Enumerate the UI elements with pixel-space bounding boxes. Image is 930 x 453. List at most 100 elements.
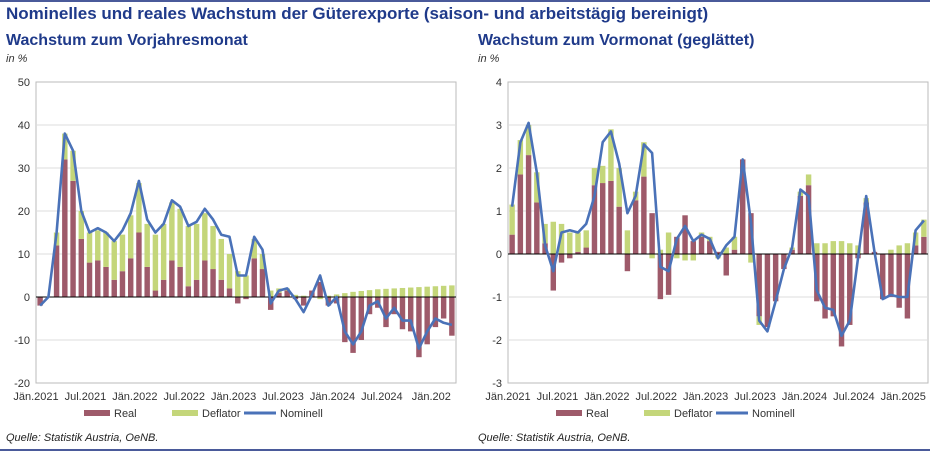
bar-real-left	[317, 281, 323, 297]
bar-deflator-right	[830, 241, 837, 254]
bar-deflator-left	[119, 234, 126, 272]
line-nominell-right	[510, 121, 925, 338]
bar-real-left	[185, 286, 192, 297]
x-tick-label-right: Jul.2022	[635, 391, 677, 403]
bar-real-right	[863, 202, 869, 254]
bar-deflator-left	[218, 238, 225, 280]
bar-deflator-right	[616, 168, 622, 207]
y-tick-label-right: 3	[496, 120, 502, 132]
bar-real-left	[169, 260, 175, 297]
bar-real-right	[575, 251, 581, 254]
x-tick-label-left: Jul.2023	[262, 391, 304, 403]
bar-deflator-right	[641, 142, 647, 177]
legend-swatch-deflator-right	[644, 410, 670, 416]
chart-panel-left: Wachstum zum Vorjahresmonat in % -20 -10 0…	[0, 30, 462, 448]
bar-real-left	[218, 279, 225, 297]
bar-deflator-left	[177, 208, 183, 267]
x-tick-label-right: Jän.2024	[782, 391, 827, 403]
x-tick-label-left: Jul.2021	[65, 391, 107, 403]
x-tick-label-right: Jul.2021	[537, 391, 579, 403]
bar-real-right	[599, 183, 606, 254]
bar-real-right	[583, 247, 589, 254]
bar-deflator-right	[731, 236, 738, 250]
bar-deflator-right	[805, 174, 812, 186]
bar-deflator-left	[243, 275, 249, 297]
bar-deflator-left	[432, 286, 439, 297]
bar-real-left	[78, 238, 85, 297]
bar-deflator-left	[136, 183, 142, 233]
y-tick-label-right: -2	[492, 335, 502, 347]
bar-deflator-right	[682, 254, 688, 261]
bar-real-right	[904, 254, 911, 319]
bar-deflator-left	[210, 226, 216, 270]
bar-real-right	[830, 254, 837, 317]
bar-deflator-right	[624, 230, 631, 254]
bar-deflator-left	[202, 213, 208, 261]
bar-real-right	[772, 254, 779, 302]
bar-real-right	[921, 236, 927, 254]
y-tick-label-right: -3	[492, 378, 502, 390]
bar-real-right	[641, 176, 647, 254]
bar-real-right	[525, 155, 532, 254]
legend-label-nominell-right: Nominell	[752, 408, 795, 420]
bar-deflator-left	[185, 226, 192, 287]
bar-real-right	[649, 213, 655, 254]
bar-real-right	[509, 234, 515, 254]
bar-deflator-left	[440, 285, 447, 297]
x-tick-label-right: Jän.2022	[584, 391, 629, 403]
chart-title-left: Wachstum zum Vorjahresmonat	[6, 32, 248, 49]
bar-real-left	[62, 159, 68, 297]
bar-real-left	[37, 297, 43, 306]
bar-deflator-right	[599, 165, 606, 184]
bottom-rule	[0, 449, 930, 451]
bar-deflator-left	[103, 232, 109, 267]
bar-real-left	[235, 297, 241, 304]
chart-left: -20 -10 0 10 20 30 40 50 Jän.2021 Jul.2021 Jän.202…	[13, 77, 457, 420]
bar-real-left	[243, 297, 249, 300]
bar-deflator-left	[391, 288, 397, 297]
legend-label-nominell-left: Nominell	[280, 408, 323, 420]
bar-deflator-left	[169, 202, 175, 261]
bar-deflator-left	[78, 211, 85, 239]
bar-real-right	[674, 236, 680, 254]
chart-title-right: Wachstum zum Vormonat (geglättet)	[478, 32, 755, 49]
bar-real-left	[86, 262, 93, 297]
legend-label-deflator-right: Deflator	[674, 408, 713, 420]
bar-real-left	[119, 271, 126, 297]
top-rule	[0, 0, 930, 2]
bar-deflator-right	[608, 129, 614, 181]
y-tick-label-left: 0	[24, 292, 30, 304]
bar-deflator-left	[160, 223, 167, 280]
bar-deflator-left	[424, 286, 430, 297]
bar-real-right	[534, 202, 540, 254]
bar-real-right	[698, 236, 705, 254]
y-tick-label-right: 0	[496, 249, 502, 261]
bar-real-right	[682, 215, 688, 254]
bar-deflator-left	[342, 293, 348, 297]
bar-real-right	[558, 254, 565, 263]
bar-deflator-left	[350, 291, 356, 297]
bar-deflator-right	[748, 254, 754, 263]
bar-real-left	[177, 266, 183, 297]
bar-deflator-right	[517, 140, 524, 175]
bar-real-left	[53, 245, 60, 297]
bar-deflator-right	[822, 243, 828, 254]
bar-deflator-right	[838, 241, 845, 254]
y-tick-label-left: 10	[18, 249, 30, 261]
bar-real-right	[764, 254, 771, 328]
bar-real-right	[608, 180, 614, 254]
bar-deflator-left	[144, 223, 150, 267]
bar-deflator-right	[665, 232, 672, 254]
y-tick-label-right: 2	[496, 163, 502, 175]
x-tick-label-left: Jän.2022	[112, 391, 157, 403]
legend-swatch-real-right	[556, 410, 582, 416]
bar-real-right	[838, 254, 845, 347]
bar-real-right	[912, 245, 919, 254]
bar-real-left	[144, 266, 150, 297]
bar-real-left	[391, 297, 397, 315]
bar-real-right	[888, 254, 894, 297]
bar-deflator-right	[649, 254, 655, 259]
bar-real-left	[251, 258, 257, 297]
bar-deflator-right	[847, 243, 853, 254]
bar-real-left	[407, 297, 414, 332]
